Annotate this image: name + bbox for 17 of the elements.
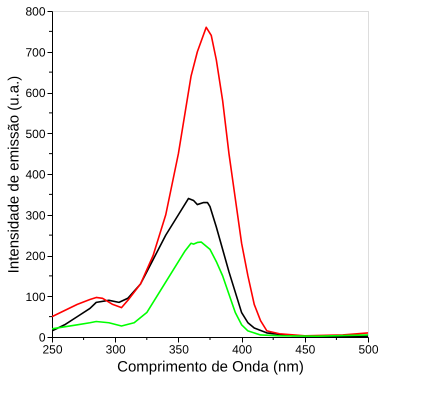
x-tick-label: 450	[295, 342, 316, 356]
y-tick-label: 300	[25, 208, 46, 222]
x-axis-title: Comprimento de Onda (nm)	[117, 358, 304, 376]
y-tick-label: 400	[25, 168, 46, 182]
y-tick-label: 700	[25, 45, 46, 60]
y-tick-label: 800	[25, 4, 46, 18]
x-tick-label: 350	[168, 342, 190, 356]
x-tick-label: 400	[232, 342, 252, 356]
y-axis-title: Intensidade de emissão (u.a.)	[5, 76, 22, 274]
y-tick-label: 500	[25, 126, 46, 141]
x-tick-label: 500	[358, 342, 379, 356]
y-tick-label: 0	[38, 330, 46, 344]
x-tick-label: 250	[42, 342, 63, 356]
y-tick-label: 200	[25, 249, 46, 263]
y-tick-label: 100	[25, 290, 46, 304]
y-tick-label: 600	[25, 86, 46, 100]
x-tick-label: 300	[106, 342, 126, 356]
